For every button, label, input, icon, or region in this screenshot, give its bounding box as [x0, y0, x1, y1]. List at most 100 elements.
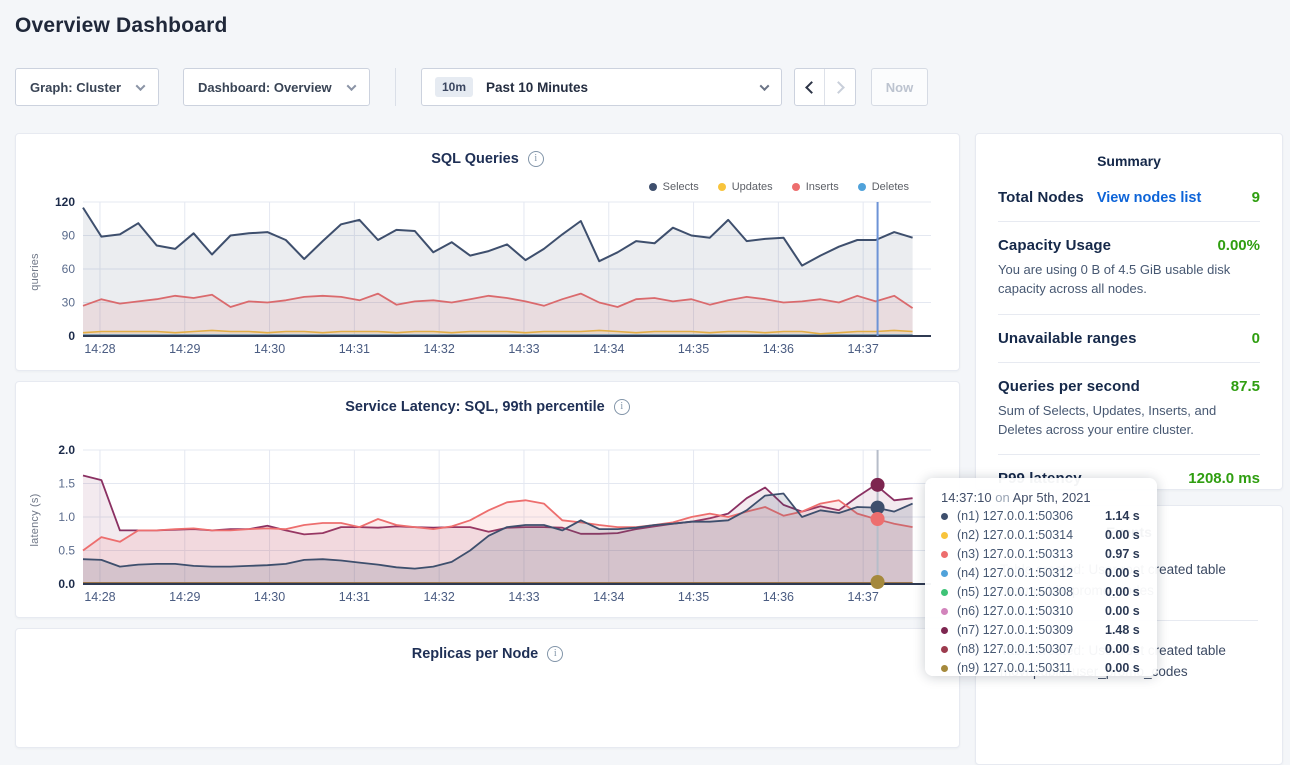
previous-timeframe-button[interactable] [795, 69, 825, 105]
series-color-dot [941, 645, 948, 653]
tooltip-row: (n1) 127.0.0.1:50306 1.14 s [941, 509, 1143, 525]
series-color-dot [941, 512, 948, 520]
tooltip-timestamp: 14:37:10 on Apr 5th, 2021 [941, 490, 1143, 505]
svg-text:14:31: 14:31 [339, 342, 370, 356]
summary-divider [998, 361, 1260, 363]
tooltip-row: (n6) 127.0.0.1:50310 0.00 s [941, 604, 1143, 620]
svg-text:14:31: 14:31 [339, 590, 370, 604]
series-color-dot [941, 531, 948, 539]
summary-divider [998, 454, 1260, 456]
svg-text:30: 30 [62, 296, 76, 310]
dashboard-dropdown[interactable]: Dashboard: Overview [183, 68, 370, 106]
time-range-picker[interactable]: 10m Past 10 Minutes [421, 68, 782, 106]
chevron-right-icon [832, 80, 845, 94]
node-latency-value: 1.14 s [1105, 509, 1140, 524]
chart-title: Service Latency: SQL, 99th percentile [345, 399, 605, 415]
legend-dot [648, 183, 657, 191]
graph-dropdown[interactable]: Graph: Cluster [15, 68, 159, 106]
summary-value: 1208.0 ms [1188, 470, 1260, 488]
chart-hover-tooltip: 14:37:10 on Apr 5th, 2021 (n1) 127.0.0.1… [925, 478, 1157, 676]
summary-value: 87.5 [1230, 377, 1260, 395]
svg-text:14:34: 14:34 [593, 342, 624, 356]
dashboard-dropdown-label: Dashboard: Overview [198, 79, 332, 95]
svg-text:1.0: 1.0 [58, 510, 75, 524]
info-icon[interactable] [547, 646, 564, 662]
chevron-left-icon [804, 80, 818, 94]
node-latency-value: 1.48 s [1105, 623, 1140, 638]
series-color-dot [941, 664, 948, 672]
legend-label: Deletes [871, 181, 909, 193]
svg-text:60: 60 [62, 262, 76, 276]
summary-label: Unavailable ranges [998, 329, 1137, 347]
info-icon[interactable] [527, 151, 544, 167]
chart-header: Service Latency: SQL, 99th percentile [16, 382, 959, 415]
chart-legend: Selects Updates Inserts Deletes [648, 181, 909, 193]
chevron-down-icon [346, 80, 357, 91]
toolbar-divider [395, 68, 396, 106]
node-address: (n3) 127.0.0.1:50313 [957, 547, 1074, 562]
svg-text:14:32: 14:32 [424, 342, 455, 356]
series-color-dot [941, 626, 948, 634]
svg-text:14:34: 14:34 [593, 590, 624, 604]
summary-label: Total Nodes [998, 189, 1084, 206]
svg-text:120: 120 [55, 196, 75, 209]
svg-text:1.5: 1.5 [58, 477, 75, 491]
svg-text:2.0: 2.0 [58, 444, 75, 457]
legend-item-inserts[interactable]: Inserts [791, 181, 839, 193]
info-icon[interactable] [613, 399, 630, 415]
chart-title: SQL Queries [431, 151, 519, 167]
sql-queries-panel: SQL Queries Selects Updates Inserts Deletes… [15, 133, 960, 371]
svg-text:14:30: 14:30 [254, 590, 285, 604]
node-latency-value: 0.00 s [1105, 661, 1140, 676]
graph-dropdown-label: Graph: Cluster [30, 79, 122, 95]
service-latency-panel: Service Latency: SQL, 99th percentile la… [15, 381, 960, 618]
svg-text:14:37: 14:37 [848, 342, 879, 356]
view-nodes-list-link[interactable]: View nodes list [1096, 190, 1202, 206]
series-color-dot [941, 550, 948, 558]
tooltip-row: (n7) 127.0.0.1:50309 1.48 s [941, 623, 1143, 639]
summary-panel: Summary Total Nodes View nodes list 9 Capac… [975, 133, 1283, 490]
legend-dot [857, 183, 866, 191]
tooltip-row: (n3) 127.0.0.1:50313 0.97 s [941, 547, 1143, 563]
summary-divider [998, 313, 1260, 315]
node-latency-value: 0.00 s [1105, 585, 1140, 600]
node-address: (n2) 127.0.0.1:50314 [957, 528, 1074, 543]
node-address: (n5) 127.0.0.1:50308 [957, 585, 1074, 600]
tooltip-row: (n8) 127.0.0.1:50307 0.00 s [941, 642, 1143, 658]
chevron-down-icon [759, 80, 770, 91]
service-latency-chart[interactable]: 14:28 14:29 14:30 14:31 14:32 14:33 14:34 14:35… [30, 444, 947, 606]
toolbar: Graph: Cluster Dashboard: Overview 10m P… [15, 68, 928, 106]
summary-row: Unavailable ranges 0 [998, 330, 1260, 347]
svg-text:0.5: 0.5 [58, 544, 75, 558]
node-latency-value: 0.00 s [1105, 566, 1140, 581]
legend-dot [717, 183, 726, 191]
chevron-down-icon [135, 80, 146, 91]
svg-text:14:37: 14:37 [848, 590, 879, 604]
svg-text:14:36: 14:36 [763, 342, 794, 356]
svg-text:90: 90 [62, 229, 76, 243]
node-address: (n4) 127.0.0.1:50312 [957, 566, 1074, 581]
summary-row: Capacity Usage 0.00% You are using 0 B of … [998, 237, 1260, 299]
svg-text:14:28: 14:28 [84, 590, 115, 604]
legend-item-deletes[interactable]: Deletes [857, 181, 909, 193]
series-color-dot [941, 569, 948, 577]
chart-title: Replicas per Node [411, 646, 539, 662]
tooltip-time: 14:37:10 [941, 490, 992, 505]
summary-description: You are using 0 B of 4.5 GiB usable disk… [998, 262, 1231, 296]
legend-item-selects[interactable]: Selects [648, 181, 699, 193]
time-step-buttons [794, 68, 856, 106]
node-address: (n6) 127.0.0.1:50310 [957, 604, 1074, 619]
now-button[interactable]: Now [871, 68, 928, 106]
summary-value: 0.00% [1217, 237, 1260, 254]
chart-header: Replicas per Node [16, 629, 959, 662]
node-latency-value: 0.97 s [1105, 547, 1140, 562]
svg-text:14:35: 14:35 [678, 590, 709, 604]
legend-item-updates[interactable]: Updates [717, 181, 773, 193]
node-address: (n7) 127.0.0.1:50309 [957, 623, 1074, 638]
node-address: (n1) 127.0.0.1:50306 [957, 509, 1074, 524]
svg-text:14:29: 14:29 [169, 590, 200, 604]
svg-text:14:28: 14:28 [84, 342, 115, 356]
next-timeframe-button[interactable] [825, 69, 855, 105]
sql-queries-chart[interactable]: 14:28 14:29 14:30 14:31 14:32 14:33 14:34 14:35… [30, 196, 947, 358]
tooltip-row: (n5) 127.0.0.1:50308 0.00 s [941, 585, 1143, 601]
